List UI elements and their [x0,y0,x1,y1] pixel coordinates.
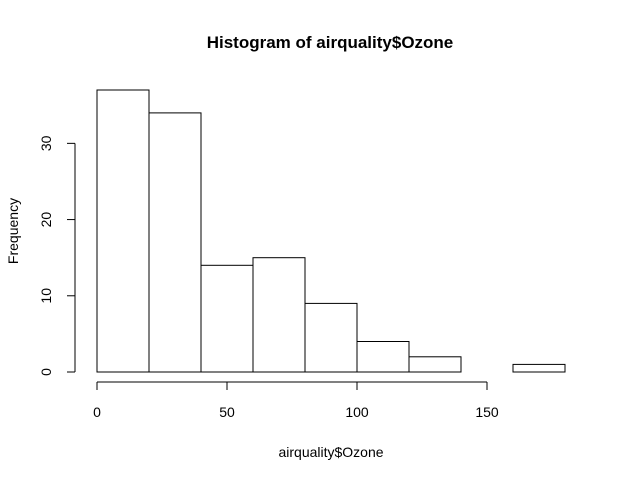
histogram-bar [96,89,150,373]
x-tick-label: 100 [345,404,369,420]
histogram-bar [304,302,358,373]
histogram-bar [200,264,254,373]
histogram-bar [408,356,462,373]
histogram-bar [512,363,566,373]
x-tick-label: 150 [475,404,499,420]
x-axis: 0 50 100 150 [93,381,499,420]
y-tick-label: 20 [38,212,54,228]
y-tick-label: 10 [38,288,54,304]
x-tick-label: 0 [93,404,101,420]
histogram-bar [148,112,202,373]
chart-title: Histogram of airquality$Ozone [207,33,454,52]
y-tick-label: 30 [38,135,54,151]
y-tick-label: 0 [38,368,54,376]
y-axis-label: Frequency [5,198,21,264]
x-axis-label: airquality$Ozone [278,444,383,460]
y-axis: 0 10 20 30 [38,135,76,376]
x-tick-label: 50 [219,404,235,420]
bars-group [96,89,566,373]
histogram-bar [356,341,410,373]
histogram-bar [252,257,306,373]
